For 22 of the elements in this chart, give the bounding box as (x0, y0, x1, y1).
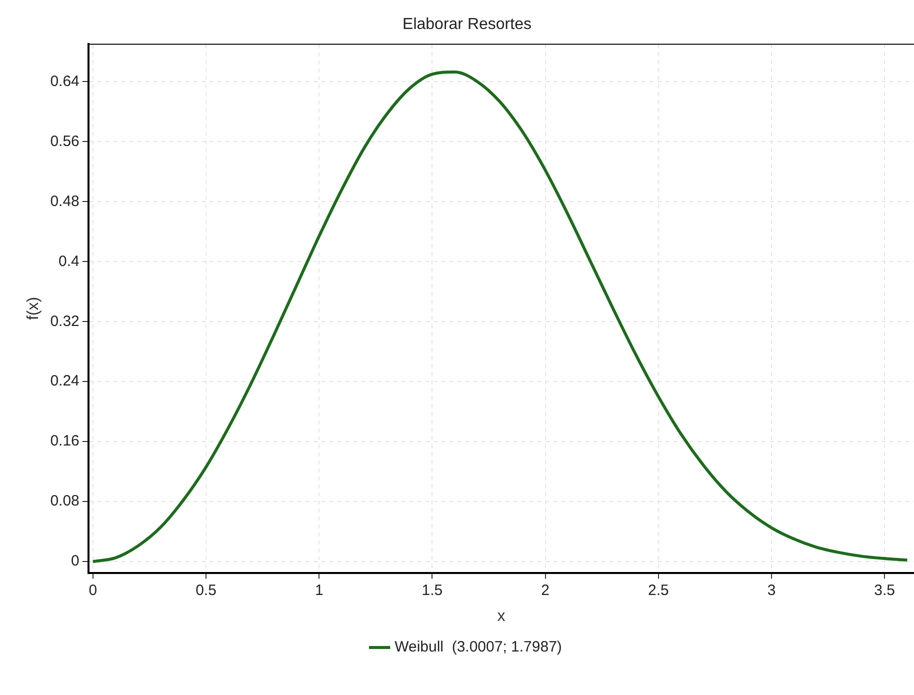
y-tick-label: 0.64 (50, 72, 80, 90)
y-axis-title: f(x) (25, 296, 42, 320)
y-tick-label: 0.16 (50, 432, 80, 450)
chart-title: Elaborar Resortes (402, 16, 532, 34)
x-tick-label: 1 (314, 582, 324, 599)
y-tick-label: 0.4 (58, 252, 80, 270)
x-tick-label: 1.5 (422, 582, 443, 599)
x-tick-label: 3 (767, 582, 776, 599)
y-tick-label: 0.56 (50, 132, 80, 150)
x-tick-label: 2.5 (648, 582, 669, 599)
y-tick-label: 0.32 (50, 312, 80, 330)
y-tick-label: 0.48 (50, 192, 80, 210)
y-tick-label: 0.08 (50, 492, 80, 510)
line-series (91, 70, 909, 564)
y-tick-label: 0.24 (50, 372, 80, 390)
x-tick-label: 0 (88, 582, 98, 599)
legend-label: Weibull (3.0007; 1.7987) (394, 638, 562, 656)
x-axis-title: x (497, 608, 506, 625)
x-tick-label: 3.5 (874, 582, 896, 599)
y-tick-label: 0 (71, 552, 80, 570)
x-tick-label: 2 (541, 582, 550, 599)
x-tick-label: 0.5 (196, 582, 216, 599)
